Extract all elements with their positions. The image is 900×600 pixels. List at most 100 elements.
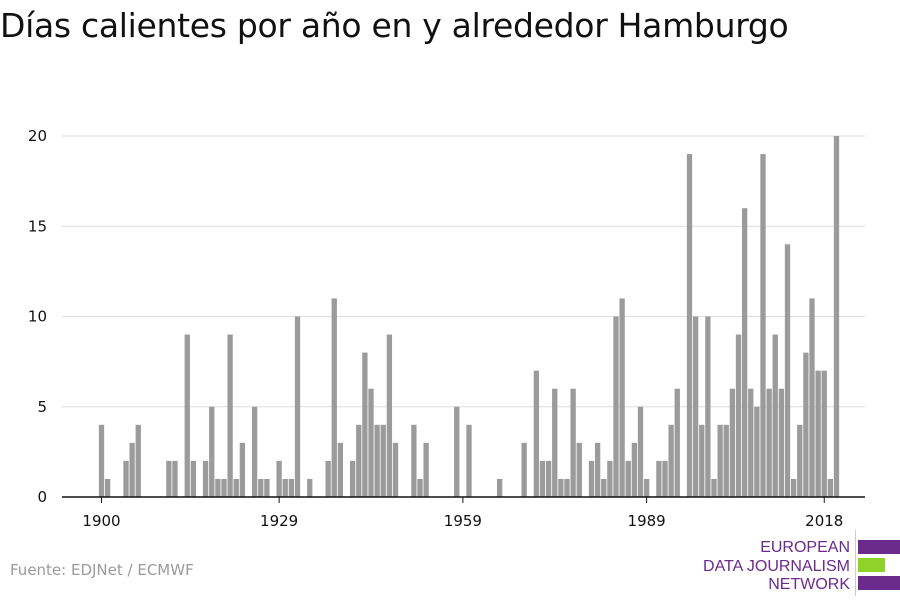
bar-1920 <box>221 478 227 497</box>
x-tick-label: 1900 <box>82 512 120 530</box>
bar-1900 <box>98 424 105 497</box>
y-tick-label: 15 <box>28 217 47 235</box>
bar-1904 <box>123 460 129 497</box>
bar-2000 <box>711 478 717 497</box>
bar-1938 <box>331 298 337 497</box>
bar-1976 <box>564 478 570 497</box>
bar-1975 <box>558 478 564 497</box>
bar-1921 <box>227 334 233 497</box>
bars <box>98 136 840 498</box>
bar-1983 <box>607 460 613 497</box>
bar-1969 <box>521 442 527 497</box>
edjnet-logo[interactable]: EUROPEAN DATA JOURNALISM NETWORK <box>700 530 900 600</box>
bar-1914 <box>184 334 190 497</box>
bar-1934 <box>307 478 313 497</box>
chart-title: Días calientes por año en y alrededor Ha… <box>0 6 789 45</box>
bar-1927 <box>264 478 270 497</box>
bar-1943 <box>362 352 368 497</box>
bar-1982 <box>601 478 607 497</box>
bar-1985 <box>619 298 625 497</box>
bar-1984 <box>613 316 619 497</box>
bar-1947 <box>386 334 393 497</box>
bar-2004 <box>735 334 742 497</box>
bar-1919 <box>215 478 221 497</box>
y-tick-label: 20 <box>28 127 47 145</box>
x-tick-label: 1989 <box>628 512 666 530</box>
bar-1991 <box>656 460 662 497</box>
bar-1953 <box>423 442 429 497</box>
bar-1980 <box>588 460 595 497</box>
bar-2014 <box>797 424 803 497</box>
logo-text-line2: DATA JOURNALISM <box>703 558 850 575</box>
source-note: Fuente: EDJNet / ECMWF <box>10 561 194 579</box>
bar-1989 <box>643 478 650 497</box>
bar-2010 <box>772 334 778 497</box>
y-tick-label: 10 <box>28 308 47 326</box>
bar-1997 <box>692 316 699 497</box>
bar-1946 <box>380 424 386 497</box>
bar-1993 <box>668 424 674 497</box>
logo-text-line3: NETWORK <box>768 576 850 593</box>
bar-1972 <box>539 460 546 497</box>
bar-1905 <box>129 442 135 497</box>
bar-1944 <box>368 388 374 497</box>
x-tick-label: 2018 <box>805 512 843 530</box>
bar-1992 <box>662 460 668 497</box>
bar-2002 <box>723 424 729 497</box>
bar-1994 <box>674 388 680 497</box>
bar-1912 <box>172 460 178 497</box>
bar-2006 <box>748 388 754 497</box>
bar-1996 <box>686 154 693 498</box>
bar-2001 <box>717 424 723 497</box>
bar-1929 <box>276 460 282 497</box>
bar-1939 <box>337 442 344 497</box>
bar-1922 <box>233 478 239 497</box>
bar-1974 <box>552 388 558 497</box>
bar-1958 <box>454 406 460 497</box>
bar-2008 <box>760 154 766 498</box>
bar-1941 <box>349 460 356 497</box>
logo-purple-bar-bottom <box>858 576 900 590</box>
bar-1926 <box>258 478 264 497</box>
bar-2003 <box>729 388 736 497</box>
bar-2015 <box>803 352 809 497</box>
bar-2018 <box>821 370 827 497</box>
bar-1952 <box>417 478 423 497</box>
bar-2009 <box>766 388 772 497</box>
bar-2007 <box>754 406 760 497</box>
bar-1915 <box>190 460 197 497</box>
bar-1923 <box>239 442 246 497</box>
bar-1945 <box>374 424 380 497</box>
logo-green-bar <box>858 558 885 572</box>
bar-1987 <box>631 442 638 497</box>
logo-divider <box>855 530 856 596</box>
bar-2016 <box>809 298 815 497</box>
bar-1988 <box>637 406 644 497</box>
logo-purple-bar-top <box>858 540 900 554</box>
bar-1901 <box>104 478 111 497</box>
bar-1951 <box>411 424 417 497</box>
axes: 0 5 10 15 20 1900 1929 1959 1989 2018 <box>28 127 865 530</box>
bar-1965 <box>496 478 503 497</box>
bar-1960 <box>466 424 472 497</box>
bar-1986 <box>625 460 631 497</box>
bar-1998 <box>699 424 705 497</box>
bar-1917 <box>202 460 209 497</box>
bar-1978 <box>576 442 582 497</box>
bar-1906 <box>135 424 141 497</box>
bar-1918 <box>209 406 215 497</box>
hot-days-bar-chart: 0 5 10 15 20 1900 1929 1959 1989 2018 <box>28 127 865 530</box>
x-tick-label: 1929 <box>260 512 298 530</box>
x-tick-label: 1959 <box>444 512 482 530</box>
bar-1971 <box>533 370 540 497</box>
bar-2005 <box>741 208 748 497</box>
bar-1999 <box>705 316 711 497</box>
bar-2020 <box>833 136 840 497</box>
bar-1930 <box>282 478 288 497</box>
bar-2013 <box>790 478 797 497</box>
bar-1977 <box>570 388 576 497</box>
bar-1937 <box>325 460 331 497</box>
y-tick-label: 0 <box>37 488 47 506</box>
y-tick-label: 5 <box>37 398 47 416</box>
bar-1948 <box>392 442 399 497</box>
